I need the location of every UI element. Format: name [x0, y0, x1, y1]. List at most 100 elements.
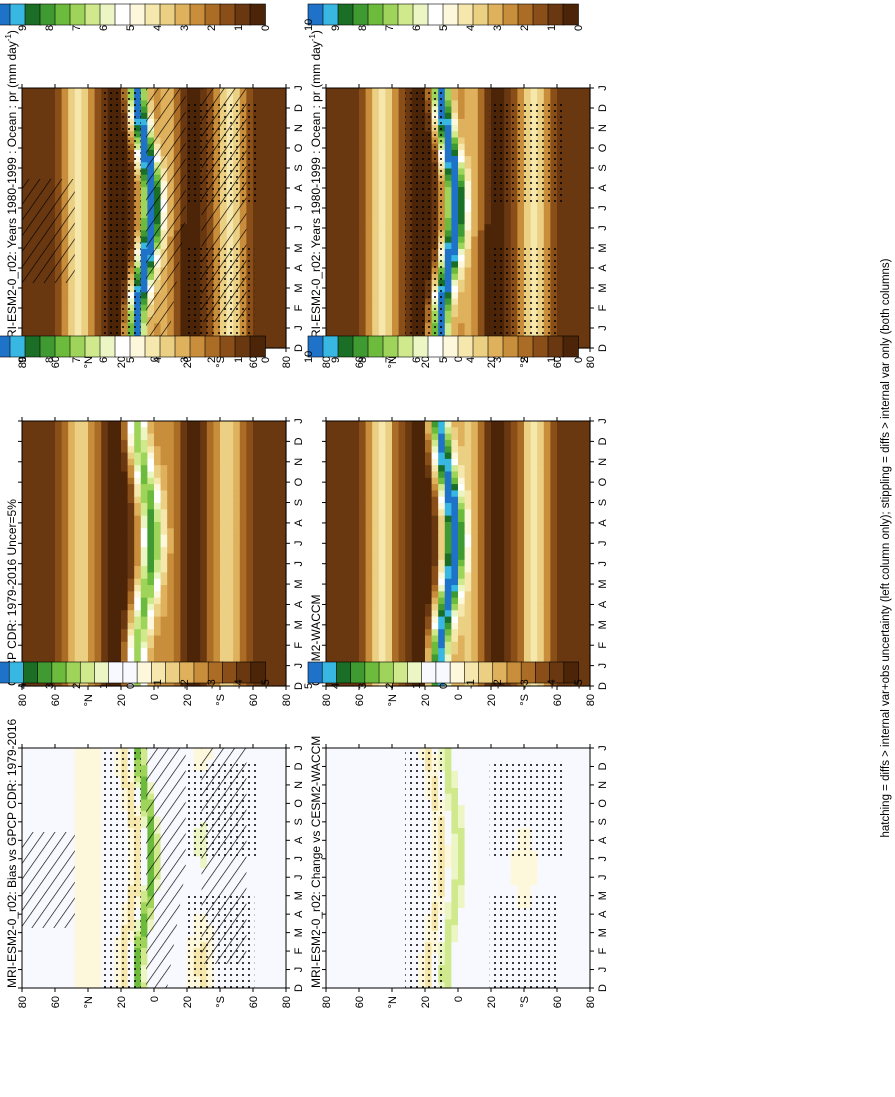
heatmap-cell	[187, 458, 195, 466]
heatmap-cell	[570, 242, 578, 250]
heatmap-cell	[48, 156, 56, 163]
heatmap-cell	[107, 641, 115, 649]
heatmap-cell	[173, 273, 181, 281]
heatmap-cell	[88, 528, 96, 536]
heatmap-cell	[326, 125, 334, 132]
heatmap-cell	[35, 304, 43, 312]
heatmap-cell	[35, 94, 43, 101]
heatmap-cell	[180, 286, 188, 293]
month-tick-label: S	[293, 164, 305, 171]
heatmap-cell	[365, 94, 373, 101]
heatmap-cell	[570, 279, 578, 287]
heatmap-cell	[88, 572, 96, 580]
heatmap-cell	[167, 465, 175, 473]
heatmap-cell	[28, 162, 36, 170]
heatmap-cell	[94, 477, 102, 485]
heatmap-cell	[200, 471, 208, 479]
heatmap-cell	[220, 654, 228, 662]
heatmap-cell	[206, 585, 214, 592]
heatmap-cell	[81, 654, 89, 662]
heatmap-cell	[61, 323, 69, 331]
heatmap-cell	[48, 112, 56, 120]
heatmap-cell	[339, 298, 347, 306]
heatmap-cell	[121, 439, 129, 447]
heatmap-cell	[471, 273, 479, 281]
heatmap-cell	[471, 255, 479, 262]
heatmap-cell	[41, 458, 49, 466]
heatmap-cell	[398, 279, 406, 287]
heatmap-cell	[570, 193, 578, 201]
heatmap-cell	[332, 162, 340, 170]
heatmap-cell	[81, 578, 89, 586]
heatmap-cell	[114, 629, 122, 637]
heatmap-cell	[74, 528, 82, 536]
heatmap-cell	[74, 125, 82, 132]
heatmap-cell	[398, 329, 406, 337]
heatmap-cell	[55, 635, 63, 643]
heatmap-cell	[167, 603, 175, 611]
heatmap-cell	[180, 641, 188, 649]
heatmap-cell	[253, 261, 261, 269]
heatmap-cell	[385, 193, 393, 201]
heatmap-cell	[385, 174, 393, 182]
heatmap-cell	[140, 528, 148, 536]
heatmap-cell	[345, 248, 353, 256]
heatmap-cell	[180, 242, 188, 250]
heatmap-cell	[147, 572, 155, 580]
heatmap-cell	[365, 224, 373, 231]
heatmap-cell	[246, 230, 254, 238]
heatmap-cell	[345, 224, 353, 231]
heatmap-cell	[497, 88, 505, 95]
heatmap-cell	[510, 236, 518, 244]
heatmap-cell	[464, 168, 472, 176]
heatmap-cell	[524, 230, 532, 238]
heatmap-cell	[61, 591, 69, 599]
heatmap-cell	[193, 88, 201, 95]
heatmap-cell	[464, 125, 472, 132]
heatmap-cell	[41, 112, 49, 120]
heatmap-cell	[365, 168, 373, 176]
heatmap-cell	[94, 137, 102, 145]
heatmap-cell	[107, 427, 115, 435]
heatmap-cell	[160, 471, 168, 479]
heatmap-cell	[233, 610, 241, 618]
heatmap-cell	[48, 591, 56, 599]
colorbar-label: 0	[260, 25, 272, 31]
heatmap-cell	[173, 490, 181, 498]
heatmap-cell	[193, 515, 201, 523]
heatmap-cell	[55, 540, 63, 548]
heatmap-cell	[339, 323, 347, 331]
heatmap-cell	[140, 578, 148, 586]
heatmap-cell	[94, 496, 102, 504]
heatmap-cell	[88, 149, 96, 157]
heatmap-cell	[121, 553, 129, 561]
heatmap-cell	[359, 162, 367, 170]
heatmap-cell	[180, 654, 188, 662]
heatmap-cell	[94, 559, 102, 567]
heatmap-cell	[458, 199, 466, 207]
heatmap-cell	[187, 236, 195, 244]
heatmap-cell	[200, 654, 208, 662]
heatmap-cell	[173, 484, 181, 492]
heatmap-cell	[497, 224, 505, 231]
heatmap-cell	[140, 585, 148, 592]
heatmap-cell	[147, 591, 155, 599]
heatmap-cell	[101, 629, 109, 637]
heatmap-cell	[68, 137, 76, 145]
heatmap-cell	[372, 248, 380, 256]
heatmap-cell	[187, 591, 195, 599]
heatmap-cell	[392, 137, 400, 145]
month-tick-label: D	[293, 104, 305, 112]
heatmap-cell	[326, 279, 334, 287]
heatmap-cell	[279, 131, 287, 139]
heatmap-cell	[88, 534, 96, 542]
heatmap-cell	[61, 452, 69, 460]
month-tick-label: J	[293, 225, 305, 231]
heatmap-cell	[167, 559, 175, 567]
heatmap-cell	[398, 143, 406, 151]
heatmap-cell	[464, 94, 472, 101]
heatmap-cell	[200, 547, 208, 555]
heatmap-cell	[326, 149, 334, 157]
heatmap-cell	[444, 94, 452, 101]
heatmap-cell	[140, 248, 148, 256]
